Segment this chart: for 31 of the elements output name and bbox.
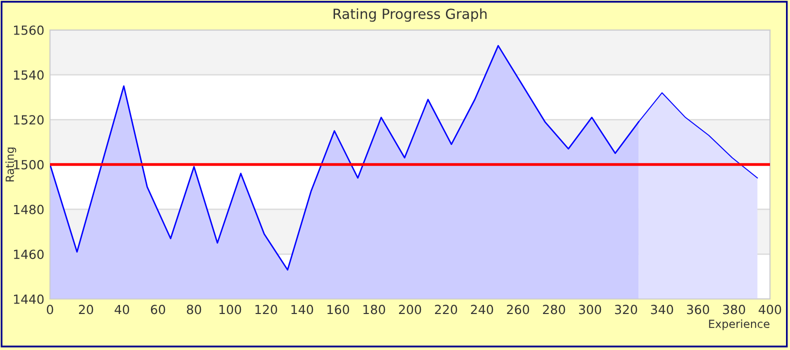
x-tick-label: 80: [186, 304, 202, 314]
y-tick-label: 1480: [14, 204, 44, 214]
x-tick-label: 280: [542, 304, 566, 314]
x-tick-label: 140: [291, 304, 314, 314]
x-tick-label: 60: [150, 304, 166, 314]
x-tick-label: 400: [758, 304, 782, 314]
x-tick-label: 120: [255, 304, 278, 314]
y-tick-label: 1500: [14, 160, 44, 170]
y-tick-label: 1560: [14, 25, 44, 35]
x-tick-label: 160: [327, 304, 350, 314]
chart-title: Rating Progress Graph: [334, 8, 487, 22]
x-tick-label: 320: [615, 304, 638, 314]
y-axis-title: Rating: [5, 148, 16, 182]
y-tick-label: 1520: [14, 115, 44, 125]
x-tick-label: 40: [114, 304, 130, 314]
x-tick-label: 300: [579, 304, 602, 314]
y-tick-label: 1440: [14, 294, 44, 304]
x-tick-label: 0: [46, 304, 54, 314]
x-tick-label: 360: [687, 304, 710, 314]
x-tick-label: 200: [398, 304, 422, 314]
x-tick-label: 180: [363, 304, 386, 314]
x-tick-label: 220: [434, 304, 458, 314]
x-tick-label: 100: [219, 304, 242, 314]
x-tick-label: 20: [78, 304, 94, 314]
y-tick-label: 1460: [14, 250, 44, 260]
y-tick-label: 1540: [14, 70, 44, 80]
x-axis-title: Experience: [709, 319, 770, 330]
x-tick-label: 260: [506, 304, 530, 314]
x-tick-label: 340: [651, 304, 674, 314]
x-tick-label: 240: [470, 304, 494, 314]
x-tick-label: 380: [723, 304, 746, 314]
